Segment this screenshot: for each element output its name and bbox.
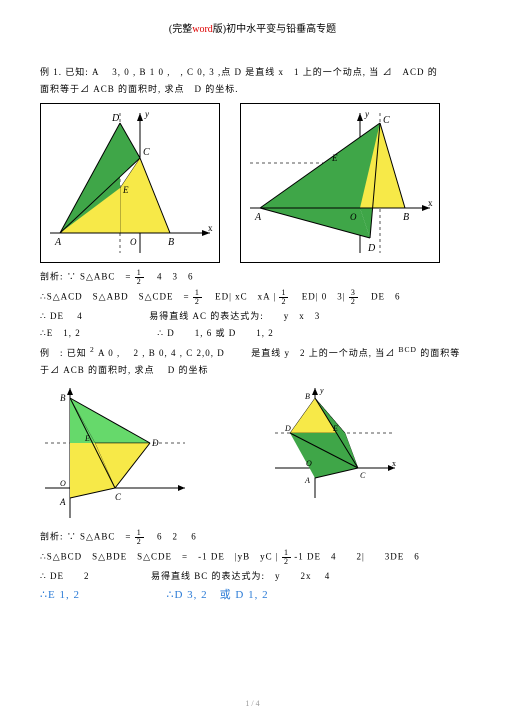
ex2-s3: ∴ DE 2 易得直线 BC 的表达式为: y 2x 4 xyxy=(40,569,465,583)
answer-2: ∴D 3, 2 或 D 1, 2 xyxy=(166,589,268,601)
ex1-s4: ∴E 1, 2 ∴ D 1, 6 或 D 1, 2 xyxy=(40,326,465,340)
ex2-q2: 于⊿ ACB 的面积时, 求点 D 的坐标 xyxy=(40,363,465,377)
text: 是直线 y 2 上的一个动点, 当⊿ xyxy=(251,348,395,358)
text: 易得直线 AC 的表达式为: y x 3 xyxy=(149,311,320,321)
ex2-s1: 剖析: ∵ S△ABC = 12 6 2 6 xyxy=(40,529,465,546)
text: ∴ D 1, 6 或 D 1, 2 xyxy=(157,328,273,338)
text: A 0 , 2 , B 0, 4 , C 2,0, D xyxy=(98,348,225,358)
text: ∴ DE 2 xyxy=(40,571,89,581)
frac-icon: 12 xyxy=(282,549,291,566)
ex2-answers: ∴E 1, 2 ∴D 3, 2 或 D 1, 2 xyxy=(40,587,465,605)
text: 剖析: ∵ S△ABC = xyxy=(40,532,132,542)
text: ∴S△BCD S△BDE S△CDE = -1 DE |yB yC | xyxy=(40,552,279,562)
svg-text:O: O xyxy=(60,479,66,488)
text: 4 3 6 xyxy=(147,271,194,281)
figure-1a: x y A B C D E xyxy=(40,103,220,263)
svg-text:A: A xyxy=(59,497,66,507)
svg-text:E: E xyxy=(331,153,338,163)
svg-text:B: B xyxy=(305,392,310,401)
ex1-s1: 剖析: ∵ S△ABC = 12 4 3 6 xyxy=(40,269,465,286)
svg-text:D: D xyxy=(111,113,120,124)
figure-row-2: B A C D E O B D xyxy=(40,383,465,523)
text: ∴E 1, 2 xyxy=(40,328,81,338)
svg-text:C: C xyxy=(360,471,366,480)
svg-text:x: x xyxy=(208,223,213,233)
frac-icon: 32 xyxy=(349,289,358,306)
text: 例 : 已知 xyxy=(40,348,87,358)
figure-2a: B A C D E O xyxy=(40,383,190,523)
svg-text:x: x xyxy=(428,198,433,208)
text: 易得直线 BC 的表达式为: y 2x 4 xyxy=(151,571,330,581)
page-footer: 1 / 4 xyxy=(0,699,505,708)
svg-text:B: B xyxy=(168,237,174,248)
ex1-q1: 例 1. 已知: A 3, 0 , B 1 0 , , C 0, 3 ,点 D … xyxy=(40,65,465,79)
ex1-q2: 面积等于⊿ ACB 的面积时, 求点 D 的坐标. xyxy=(40,82,465,96)
text: ∴ DE 4 xyxy=(40,311,83,321)
svg-text:E: E xyxy=(84,434,90,443)
ex1-s3: ∴ DE 4 易得直线 AC 的表达式为: y x 3 xyxy=(40,309,465,323)
text: DE 6 xyxy=(361,291,401,301)
svg-text:y: y xyxy=(364,109,369,119)
header-right: 版)初中水平变与铅垂高专题 xyxy=(213,24,336,35)
figure-row-1: x y A B C D E xyxy=(40,103,465,263)
text: 剖析: ∵ S△ABC = xyxy=(40,271,132,281)
text: ∴S△ACD S△ABD S△CDE = xyxy=(40,291,190,301)
svg-text:A: A xyxy=(254,212,262,223)
ex1-s2: ∴S△ACD S△ABD S△CDE = 12 ED| xC xA | 12 E… xyxy=(40,289,465,306)
text: -1 DE 4 2| 3DE 6 xyxy=(294,552,420,562)
svg-text:E: E xyxy=(122,185,129,195)
svg-text:A: A xyxy=(304,476,310,485)
frac-icon: 12 xyxy=(135,529,144,546)
doc-header: (完整word版)初中水平变与铅垂高专题 xyxy=(40,20,465,35)
svg-text:y: y xyxy=(144,109,149,119)
svg-text:C: C xyxy=(115,492,122,502)
answer-1: ∴E 1, 2 xyxy=(40,589,80,601)
figure-1b: x y A B C D E O xyxy=(240,103,440,263)
svg-text:x: x xyxy=(392,459,396,468)
frac-icon: 12 xyxy=(279,289,288,306)
svg-text:E: E xyxy=(332,424,338,433)
frac-icon: 12 xyxy=(135,269,144,286)
frac-icon: 12 xyxy=(193,289,202,306)
svg-text:D: D xyxy=(367,243,376,254)
text: 的面积等 xyxy=(420,348,460,358)
svg-text:B: B xyxy=(403,212,409,223)
svg-text:B: B xyxy=(60,393,66,403)
svg-text:C: C xyxy=(143,147,150,158)
ex2-s2: ∴S△BCD S△BDE S△CDE = -1 DE |yB yC | 12 -… xyxy=(40,549,465,566)
figure-2b: B D E C A O x y xyxy=(270,383,400,523)
svg-text:D: D xyxy=(151,438,159,448)
text: BCD xyxy=(399,345,417,354)
svg-text:C: C xyxy=(383,115,390,126)
svg-text:y: y xyxy=(319,386,324,395)
svg-text:O: O xyxy=(350,212,357,222)
page: (完整word版)初中水平变与铅垂高专题 例 1. 已知: A 3, 0 , B… xyxy=(0,0,505,714)
header-mid: word xyxy=(192,24,213,35)
ex2-q1: 例 : 已知 2 A 0 , 2 , B 0, 4 , C 2,0, D 是直线… xyxy=(40,344,465,360)
svg-text:A: A xyxy=(54,237,62,248)
text: ED| xC xA | xyxy=(205,291,276,301)
svg-text:O: O xyxy=(130,237,137,247)
text: ED| 0 3| xyxy=(292,291,346,301)
header-left: (完整 xyxy=(169,24,192,35)
svg-text:O: O xyxy=(306,459,312,468)
svg-text:D: D xyxy=(284,424,291,433)
text: 6 2 6 xyxy=(147,532,197,542)
